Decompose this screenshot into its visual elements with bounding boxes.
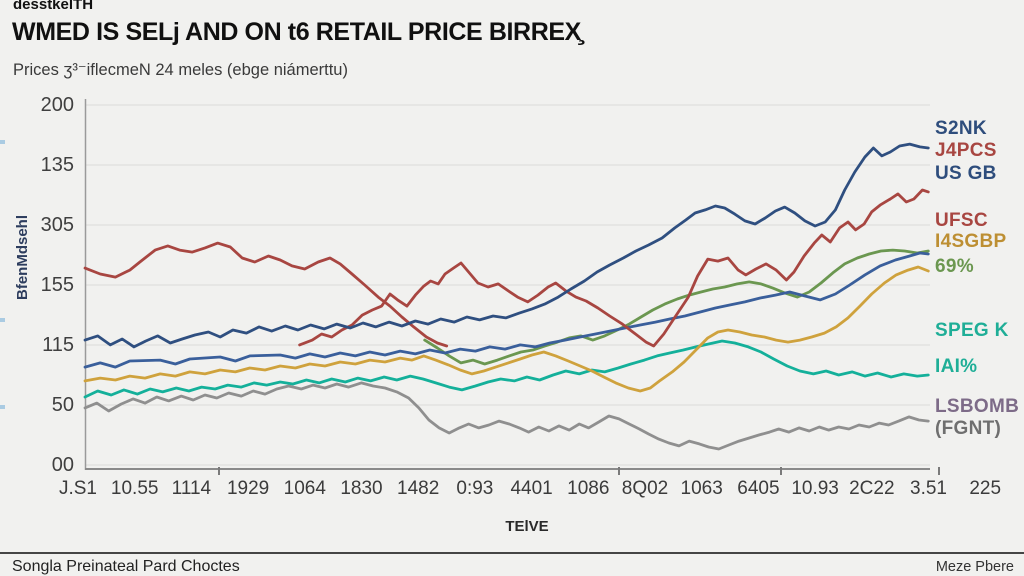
series-line-speg-k-iai- bbox=[83, 339, 930, 399]
series-line-ufsc bbox=[298, 188, 930, 348]
x-tick-label: 1114 bbox=[171, 478, 212, 499]
series-line-lsbomb-fgnt- bbox=[83, 381, 930, 451]
kicker-text: desstkelTH bbox=[13, 0, 94, 13]
legend-label-lsbomb: LSBOMB bbox=[935, 396, 1020, 417]
series-line-j4pcs bbox=[83, 241, 449, 348]
legend-label-s2nk: S2NK bbox=[935, 118, 987, 139]
x-tick-label: J.S1 bbox=[58, 478, 98, 499]
legend-label-speg-k: SPEG K bbox=[935, 320, 1009, 341]
x-tick-label: 4401 bbox=[510, 478, 553, 499]
legend-label-us-gb: US GB bbox=[935, 163, 997, 184]
y-axis-title: BfenMdsehl bbox=[14, 214, 31, 300]
x-tick-label: 3.51 bbox=[910, 478, 947, 499]
x-axis-tick bbox=[780, 467, 782, 475]
x-tick-label: 1063 bbox=[680, 478, 723, 499]
x-axis-tick bbox=[938, 467, 940, 475]
series-line-69- bbox=[423, 248, 930, 366]
x-tick-label: 10.55 bbox=[110, 478, 159, 499]
x-tick-label: 1064 bbox=[283, 478, 326, 499]
x-tick-label: 1929 bbox=[226, 478, 270, 499]
chart-subtitle: Prices ʒ³⁻iflecmeN 24 meles (ebge niámer… bbox=[13, 61, 348, 79]
x-tick-label: 10.93 bbox=[791, 478, 839, 499]
edge-artifact bbox=[0, 405, 5, 409]
series-line-i4sgbp bbox=[83, 265, 930, 393]
x-axis-title: TElVE bbox=[505, 518, 549, 535]
x-tick-label: 6405 bbox=[737, 478, 780, 499]
y-tick-label: 200 bbox=[40, 94, 74, 116]
line-chart-svg bbox=[83, 99, 930, 470]
x-tick-label: 8Q02 bbox=[621, 478, 669, 499]
x-tick-label: 2C22 bbox=[849, 478, 895, 499]
y-tick-label: 305 bbox=[40, 214, 74, 237]
x-tick-label: 1482 bbox=[397, 478, 440, 499]
series-line-us-gb bbox=[83, 251, 930, 369]
edge-artifact bbox=[0, 318, 5, 322]
source-attribution: Songla Preinateal Pard Choctes bbox=[12, 558, 240, 575]
x-axis-tick bbox=[218, 467, 220, 475]
x-tick-label: 225 bbox=[969, 478, 1002, 499]
x-tick-label: 1086 bbox=[567, 478, 610, 499]
credit-text: Meze Pbere bbox=[935, 559, 1014, 575]
page-title: WMED IS SELj AND ON t6 RETAIL PRICE BIRR… bbox=[12, 18, 581, 46]
line-chart-plot-area bbox=[83, 99, 930, 470]
x-axis-tick bbox=[618, 467, 620, 475]
x-tick-label: 0:93 bbox=[456, 478, 494, 499]
series-line-s2nk bbox=[83, 142, 930, 349]
edge-artifact bbox=[0, 140, 5, 144]
y-tick-label: 135 bbox=[40, 153, 74, 176]
x-tick-label: 1830 bbox=[340, 478, 383, 499]
y-tick-label: 00 bbox=[51, 454, 74, 476]
legend-label-i4sgbp: I4SGBP bbox=[935, 231, 1007, 252]
y-tick-label: 115 bbox=[42, 333, 74, 356]
legend-label-ufsc: UFSC bbox=[935, 210, 988, 231]
legend-label-69-: 69% bbox=[935, 256, 974, 277]
y-tick-label: 50 bbox=[51, 394, 74, 417]
legend-label-j4pcs: J4PCS bbox=[935, 140, 997, 161]
footer-divider bbox=[0, 552, 1024, 554]
y-tick-label: 155 bbox=[40, 274, 74, 296]
legend-label--fgnt-: (FGNT) bbox=[935, 418, 1002, 439]
legend-label-iai-: IAI% bbox=[935, 356, 978, 377]
